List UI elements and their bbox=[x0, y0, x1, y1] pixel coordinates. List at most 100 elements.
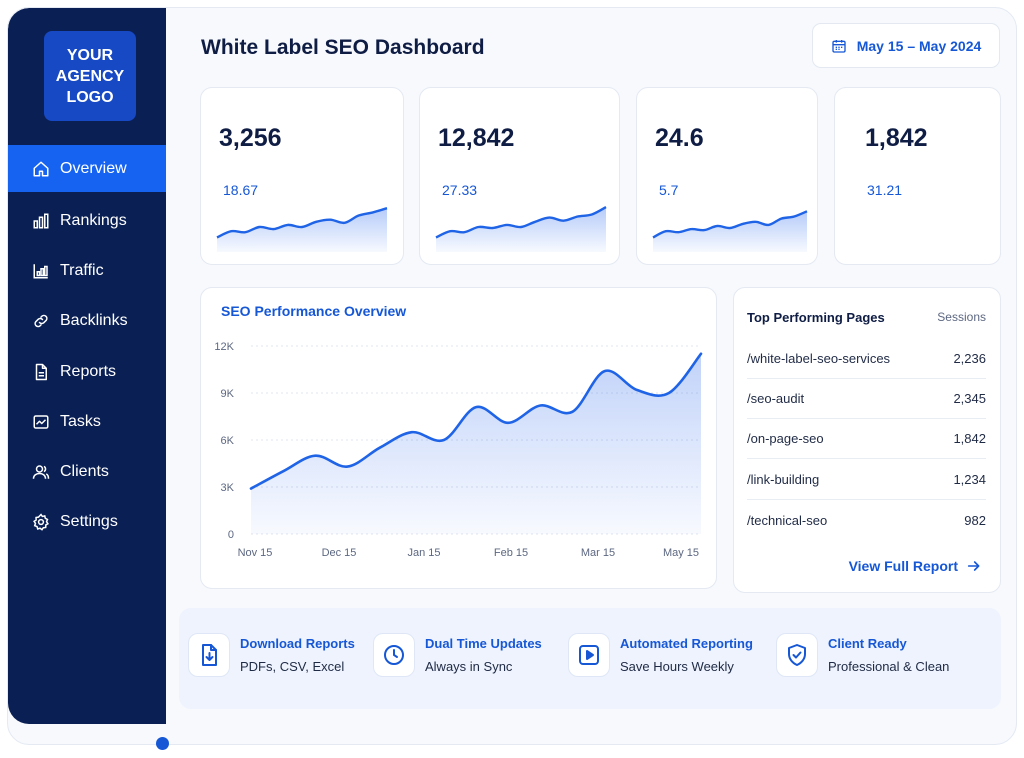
sessions-column-header: Sessions bbox=[937, 310, 986, 324]
x-tick-label: May 15 bbox=[663, 547, 699, 559]
sidebar: YOUR AGENCY LOGO Overview Rankings Traff… bbox=[8, 8, 166, 724]
chart-title: SEO Performance Overview bbox=[221, 303, 407, 319]
sparkline-area bbox=[217, 208, 387, 252]
feature-automated-reporting[interactable]: Automated Reporting Save Hours Weekly bbox=[568, 630, 753, 680]
sidebar-item-rankings[interactable]: Rankings bbox=[8, 197, 166, 244]
x-tick-label: Mar 15 bbox=[581, 547, 615, 559]
x-tick-label: Nov 15 bbox=[238, 547, 273, 559]
logo-line-1: YOUR bbox=[66, 46, 114, 64]
seo-performance-chart: 0 3K 6K 9K 12K Nov 15 Dec 15 Jan 15 Feb 15 Mar 15… bbox=[214, 341, 703, 559]
feature-subtitle: Save Hours Weekly bbox=[620, 659, 734, 674]
sparkline-area bbox=[436, 207, 606, 252]
sessions-value: 982 bbox=[964, 512, 986, 528]
sessions-value: 2,345 bbox=[953, 391, 986, 406]
feature-dual-time-updates[interactable]: Dual Time Updates Always in Sync bbox=[373, 630, 542, 680]
sessions-value: 1,842 bbox=[953, 431, 986, 446]
dashboard-frame: YOUR AGENCY LOGO Overview Rankings Traff… bbox=[7, 7, 1017, 745]
sidebar-item-label: Overview bbox=[60, 159, 127, 177]
kpi-card-1: 3,256 18.67 bbox=[200, 87, 404, 265]
sidebar-item-tasks[interactable]: Tasks bbox=[8, 398, 166, 445]
date-range-label: May 15 – May 2024 bbox=[856, 37, 982, 54]
view-full-report-link[interactable]: View Full Report bbox=[849, 558, 982, 574]
bar-chart-icon bbox=[33, 213, 49, 228]
kpi-sub-value: 5.7 bbox=[659, 182, 679, 198]
y-tick-label: 9K bbox=[221, 388, 235, 400]
logo-line-3: LOGO bbox=[66, 88, 114, 106]
kpi-card-2: 12,842 27.33 bbox=[419, 87, 620, 265]
sparkline-area bbox=[653, 211, 807, 252]
sidebar-item-label: Clients bbox=[60, 462, 109, 480]
arrow-right-icon bbox=[967, 561, 980, 571]
page-path: /technical-seo bbox=[747, 512, 828, 528]
sidebar-item-settings[interactable]: Settings bbox=[8, 498, 166, 545]
sessions-value: 2,236 bbox=[953, 351, 986, 366]
y-tick-label: 0 bbox=[228, 529, 234, 541]
features-strip: Download Reports PDFs, CSV, Excel Dual T… bbox=[179, 608, 1001, 709]
carousel-indicator-dot[interactable] bbox=[156, 737, 169, 750]
sessions-value: 1,234 bbox=[953, 472, 986, 487]
series-line bbox=[249, 352, 703, 490]
sidebar-item-label: Settings bbox=[60, 512, 118, 530]
logo-line-2: AGENCY bbox=[55, 67, 125, 85]
traffic-chart-icon bbox=[33, 263, 48, 278]
table-row[interactable]: /technical-seo 982 bbox=[747, 500, 986, 540]
calendar-icon bbox=[832, 39, 846, 53]
kpi-sub-value: 18.67 bbox=[223, 182, 259, 198]
feature-title: Client Ready bbox=[828, 636, 907, 651]
feature-download-reports[interactable]: Download Reports PDFs, CSV, Excel bbox=[188, 630, 355, 680]
sidebar-item-label: Traffic bbox=[60, 261, 104, 279]
gear-icon bbox=[33, 512, 49, 531]
kpi-value: 24.6 bbox=[655, 124, 704, 152]
kpi-card-3: 24.6 5.7 bbox=[636, 87, 818, 265]
sparkline-line bbox=[652, 210, 808, 239]
y-tick-label: 6K bbox=[221, 435, 235, 447]
feature-title: Dual Time Updates bbox=[425, 636, 542, 651]
table-row[interactable]: /link-building 1,234 bbox=[747, 460, 986, 500]
table-row[interactable]: /seo-audit 2,345 bbox=[747, 379, 986, 419]
x-tick-label: Dec 15 bbox=[322, 547, 357, 559]
feature-subtitle: Always in Sync bbox=[425, 659, 513, 674]
feature-icon-box bbox=[373, 633, 415, 677]
y-tick-label: 12K bbox=[214, 341, 234, 353]
feature-client-ready[interactable]: Client Ready Professional & Clean bbox=[776, 630, 949, 680]
page-title: White Label SEO Dashboard bbox=[201, 36, 485, 59]
feature-icon-box bbox=[776, 633, 818, 677]
users-icon bbox=[32, 464, 50, 479]
sidebar-item-overview[interactable]: Overview bbox=[8, 145, 166, 192]
table-row[interactable]: /on-page-seo 1,842 bbox=[747, 419, 986, 459]
sidebar-item-reports[interactable]: Reports bbox=[8, 348, 166, 395]
view-full-report-label: View Full Report bbox=[848, 558, 958, 574]
sparkline-chart bbox=[652, 210, 808, 252]
feature-subtitle: Professional & Clean bbox=[828, 659, 950, 674]
x-tick-label: Feb 15 bbox=[494, 547, 528, 559]
sparkline-chart bbox=[216, 207, 388, 252]
feature-subtitle: PDFs, CSV, Excel bbox=[240, 659, 345, 674]
kpi-card-4: 1,842 31.21 bbox=[834, 87, 1001, 265]
play-icon bbox=[579, 645, 599, 665]
link-icon bbox=[34, 314, 48, 327]
y-tick-label: 3K bbox=[221, 482, 235, 494]
sidebar-item-backlinks[interactable]: Backlinks bbox=[8, 297, 166, 344]
kpi-value: 3,256 bbox=[219, 124, 282, 152]
feature-title: Download Reports bbox=[240, 636, 355, 651]
page-path: /seo-audit bbox=[747, 391, 805, 406]
home-icon bbox=[33, 161, 49, 176]
sidebar-item-traffic[interactable]: Traffic bbox=[8, 247, 166, 294]
feature-icon-box bbox=[568, 633, 610, 677]
series-area bbox=[251, 353, 701, 534]
sidebar-item-clients[interactable]: Clients bbox=[8, 448, 166, 495]
date-range-button[interactable]: May 15 – May 2024 bbox=[812, 23, 1000, 68]
top-pages-title: Top Performing Pages bbox=[747, 310, 885, 325]
page-path: /link-building bbox=[747, 472, 820, 487]
agency-logo[interactable]: YOUR AGENCY LOGO bbox=[44, 31, 136, 121]
sparkline-line bbox=[435, 206, 607, 239]
sparkline-chart bbox=[435, 206, 607, 252]
kpi-sub-value: 31.21 bbox=[867, 182, 903, 198]
page-path: /on-page-seo bbox=[747, 431, 824, 446]
seo-performance-card: SEO Performance Overview 0 3K 6K 9K 12K Nov 1… bbox=[200, 287, 717, 589]
sparkline-line bbox=[216, 207, 388, 239]
sidebar-item-label: Tasks bbox=[60, 412, 101, 430]
table-row[interactable]: /white-label-seo-services 2,236 bbox=[747, 339, 986, 379]
kpi-value: 12,842 bbox=[438, 124, 515, 152]
sidebar-item-label: Backlinks bbox=[60, 311, 128, 329]
